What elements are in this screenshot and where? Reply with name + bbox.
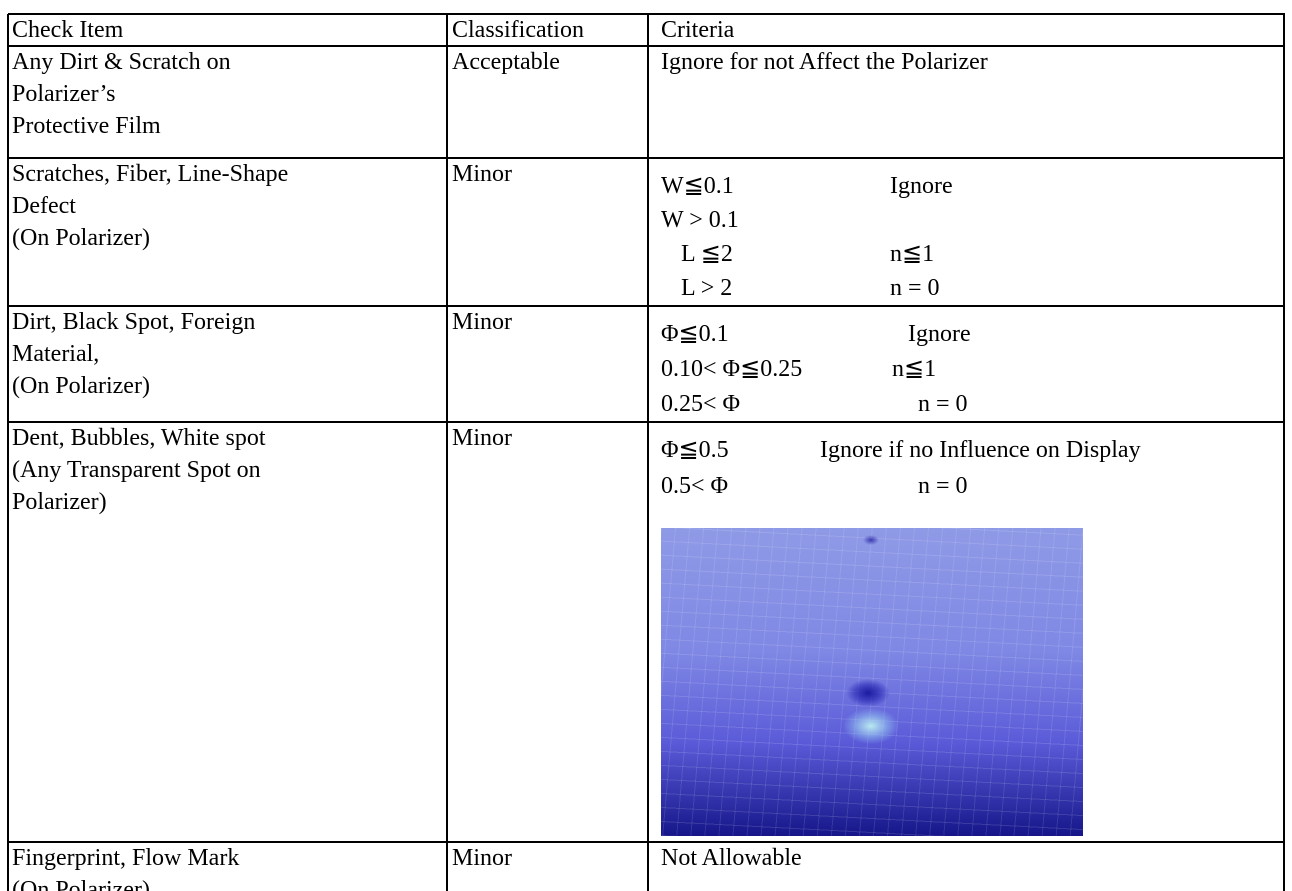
criteria-text: L ≦2 — [681, 241, 733, 267]
check-item: Dent, Bubbles, White spot — [12, 425, 266, 451]
criteria-text: W≦0.1 — [661, 173, 734, 199]
criteria-text: L > 2 — [681, 275, 733, 301]
check-item: Polarizer’s — [12, 81, 116, 107]
rule — [8, 157, 1285, 159]
criteria-text: 0.25< Φ — [661, 391, 741, 417]
classification: Minor — [452, 309, 512, 335]
rule — [8, 841, 1285, 843]
rule — [647, 14, 649, 891]
criteria-text: n = 0 — [890, 275, 940, 301]
classification: Minor — [452, 845, 512, 871]
check-item: (On Polarizer) — [12, 225, 150, 251]
defect-photo — [661, 528, 1083, 836]
rule — [7, 14, 9, 891]
criteria-text: Not Allowable — [661, 845, 802, 871]
criteria-text: Ignore — [908, 321, 971, 347]
classification: Minor — [452, 161, 512, 187]
classification: Minor — [452, 425, 512, 451]
criteria-text: 0.10< Φ≦0.25 — [661, 356, 803, 382]
rule — [8, 305, 1285, 307]
rule — [8, 13, 1285, 15]
check-item: Protective Film — [12, 113, 161, 139]
header-cell: Criteria — [661, 17, 735, 43]
criteria-text: n≦1 — [890, 241, 935, 267]
rule — [446, 14, 448, 891]
check-item: Scratches, Fiber, Line-Shape — [12, 161, 289, 187]
header-cell: Classification — [452, 17, 584, 43]
check-item: Any Dirt & Scratch on — [12, 49, 231, 75]
criteria-text: Ignore — [890, 173, 953, 199]
check-item: Fingerprint, Flow Mark — [12, 845, 240, 871]
classification: Acceptable — [452, 49, 560, 75]
rule — [8, 45, 1285, 47]
check-item: Polarizer) — [12, 489, 107, 515]
criteria-text: n≦1 — [892, 356, 937, 382]
check-item: Dirt, Black Spot, Foreign — [12, 309, 256, 335]
criteria-text: W > 0.1 — [661, 207, 739, 233]
check-item: Defect — [12, 193, 76, 219]
criteria-text: n = 0 — [918, 391, 968, 417]
criteria-text: 0.5< Φ — [661, 473, 729, 499]
rule — [1283, 14, 1285, 891]
header-cell: Check Item — [12, 17, 124, 43]
rule — [8, 421, 1285, 423]
criteria-text: n = 0 — [918, 473, 968, 499]
check-item: (On Polarizer) — [12, 877, 150, 891]
criteria-text: Φ≦0.5 — [661, 437, 729, 463]
check-item: (Any Transparent Spot on — [12, 457, 261, 483]
check-item: Material, — [12, 341, 100, 367]
check-item: (On Polarizer) — [12, 373, 150, 399]
criteria-text: Ignore for not Affect the Polarizer — [661, 49, 988, 75]
criteria-text: Ignore if no Influence on Display — [820, 437, 1141, 463]
criteria-text: Φ≦0.1 — [661, 321, 729, 347]
